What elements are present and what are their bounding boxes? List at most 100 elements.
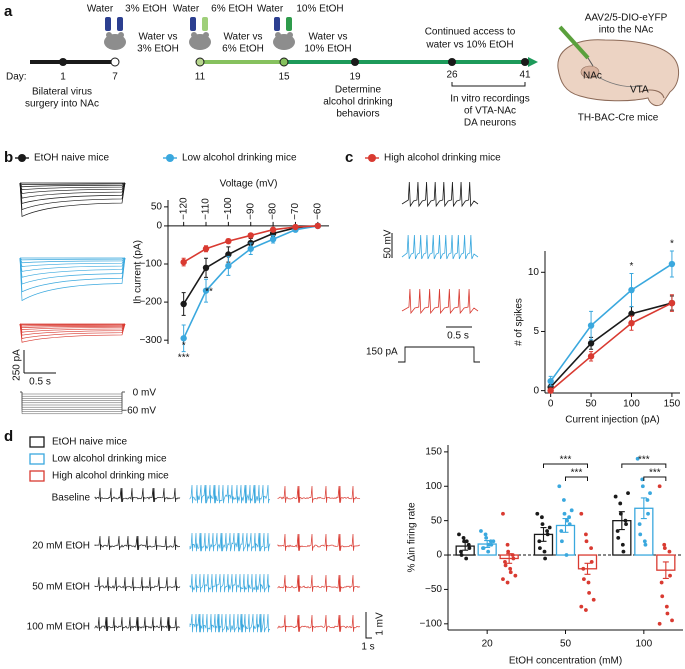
data-point — [660, 594, 665, 599]
data-point — [538, 546, 542, 551]
y-tick-label: −300 — [139, 335, 162, 346]
data-point — [579, 511, 584, 516]
panel-label: d — [4, 428, 13, 445]
trace — [19, 323, 126, 333]
trace — [19, 323, 126, 339]
data-point — [635, 456, 640, 461]
data-point — [481, 546, 486, 551]
data-point — [587, 340, 595, 347]
data-point — [459, 549, 463, 554]
legend-label: Low alcohol drinking mice — [52, 454, 167, 465]
data-point — [484, 535, 489, 540]
choice-label: 3% EtOH — [137, 44, 179, 55]
trace — [398, 346, 480, 363]
scale-label: 1 s — [361, 642, 374, 653]
scale-label: 1 mV — [375, 612, 386, 636]
trace — [277, 574, 361, 592]
data-point — [616, 535, 621, 540]
trace — [19, 182, 126, 204]
trace — [20, 391, 125, 395]
data-point — [202, 245, 210, 252]
series-line — [550, 263, 673, 382]
error-bar — [584, 562, 591, 575]
scale-bar — [365, 612, 372, 639]
data-point — [269, 226, 277, 233]
trace — [19, 182, 126, 194]
data-point — [547, 525, 552, 530]
data-point — [646, 511, 650, 516]
trace — [19, 323, 126, 329]
y-tick-label: 50 — [151, 201, 163, 212]
data-point — [657, 621, 662, 626]
data-point — [459, 553, 464, 557]
data-point — [501, 577, 505, 582]
data-point — [589, 546, 593, 551]
trace — [20, 391, 125, 415]
data-point — [508, 570, 513, 575]
data-point — [513, 573, 518, 578]
y-tick-label: 5 — [533, 326, 539, 337]
data-point — [535, 511, 540, 516]
trace — [401, 181, 479, 208]
x-tick-label: −100 — [223, 197, 234, 220]
data-point — [466, 542, 471, 547]
data-point — [665, 611, 670, 616]
data-point — [461, 535, 466, 540]
legend-label: Low alcohol drinking mice — [182, 153, 297, 164]
x-tick-label: −90 — [245, 203, 256, 220]
data-point — [314, 222, 322, 230]
data-point — [503, 563, 508, 568]
x-tick-label: 100 — [635, 639, 652, 650]
nac-label: NAc — [583, 71, 602, 82]
trace — [19, 323, 126, 336]
data-point — [670, 618, 674, 623]
trace — [19, 182, 126, 211]
trace — [19, 257, 126, 267]
trace — [20, 391, 125, 412]
row-label: 100 mM EtOH — [27, 622, 90, 633]
data-point — [657, 484, 662, 489]
data-point — [662, 542, 667, 547]
data-point — [545, 529, 549, 533]
trace — [19, 257, 126, 261]
choice-label: Water vs — [223, 32, 262, 43]
data-point — [584, 532, 588, 537]
annotation: *** — [638, 455, 650, 466]
scale-label: 0.5 s — [29, 377, 51, 388]
data-point — [668, 260, 676, 268]
day: 19 — [349, 72, 361, 83]
trace — [19, 257, 126, 285]
data-point — [579, 604, 584, 609]
y-tick-label: −200 — [139, 297, 162, 308]
data-point — [464, 539, 469, 544]
panel-label: b — [4, 149, 13, 166]
data-point — [457, 532, 461, 537]
data-point — [668, 299, 676, 307]
legend-marker — [29, 453, 45, 465]
data-point — [587, 322, 595, 329]
x-axis-label: Current injection (pA) — [565, 415, 659, 426]
y-tick-label: −50 — [425, 584, 442, 595]
data-point — [667, 549, 672, 554]
legend-marker — [18, 154, 26, 162]
x-tick-label: 50 — [560, 639, 572, 650]
data-point — [180, 258, 187, 266]
day: 26 — [446, 70, 458, 81]
error-bar — [662, 561, 669, 579]
significance-bracket — [565, 476, 588, 481]
x-tick-label: −70 — [290, 203, 301, 220]
legend-label: EtOH naive mice — [52, 437, 127, 448]
data-point — [202, 287, 210, 294]
error-bar — [540, 526, 547, 542]
trace — [189, 573, 271, 593]
annotation: *** — [649, 468, 661, 479]
data-point — [489, 542, 494, 547]
legend-marker — [29, 436, 45, 448]
data-point — [464, 556, 469, 561]
error-bar — [506, 553, 513, 564]
data-point — [488, 539, 493, 544]
trace — [20, 391, 125, 404]
bottle-label: Water — [87, 4, 114, 15]
timeline — [30, 57, 538, 87]
x-tick-label: 150 — [664, 399, 681, 410]
